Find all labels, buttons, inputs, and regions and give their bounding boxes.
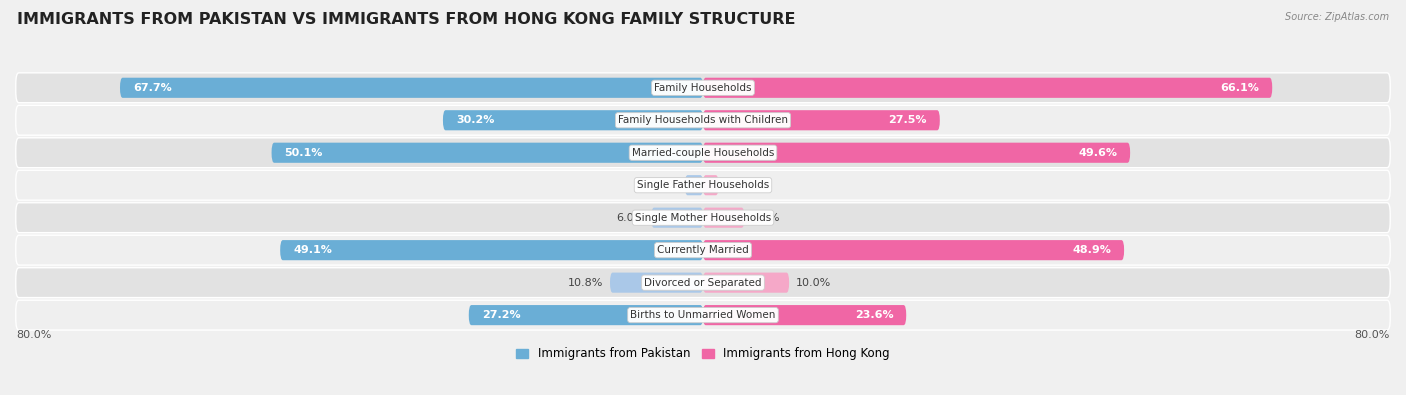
Text: 30.2%: 30.2% <box>456 115 495 125</box>
Text: 2.1%: 2.1% <box>650 180 678 190</box>
FancyBboxPatch shape <box>651 208 703 228</box>
Text: 27.2%: 27.2% <box>482 310 520 320</box>
Text: Births to Unmarried Women: Births to Unmarried Women <box>630 310 776 320</box>
Text: 80.0%: 80.0% <box>17 330 52 340</box>
Text: Source: ZipAtlas.com: Source: ZipAtlas.com <box>1285 12 1389 22</box>
Text: 27.5%: 27.5% <box>889 115 927 125</box>
FancyBboxPatch shape <box>703 78 1272 98</box>
Text: IMMIGRANTS FROM PAKISTAN VS IMMIGRANTS FROM HONG KONG FAMILY STRUCTURE: IMMIGRANTS FROM PAKISTAN VS IMMIGRANTS F… <box>17 12 796 27</box>
FancyBboxPatch shape <box>685 175 703 195</box>
Text: Single Mother Households: Single Mother Households <box>636 213 770 223</box>
Text: 80.0%: 80.0% <box>1354 330 1389 340</box>
FancyBboxPatch shape <box>610 273 703 293</box>
Text: Divorced or Separated: Divorced or Separated <box>644 278 762 288</box>
FancyBboxPatch shape <box>15 105 1391 135</box>
FancyBboxPatch shape <box>703 175 718 195</box>
Legend: Immigrants from Pakistan, Immigrants from Hong Kong: Immigrants from Pakistan, Immigrants fro… <box>512 342 894 365</box>
FancyBboxPatch shape <box>15 235 1391 265</box>
FancyBboxPatch shape <box>15 138 1391 167</box>
FancyBboxPatch shape <box>120 78 703 98</box>
Text: 6.0%: 6.0% <box>616 213 644 223</box>
Text: 49.6%: 49.6% <box>1078 148 1118 158</box>
Text: 10.8%: 10.8% <box>568 278 603 288</box>
FancyBboxPatch shape <box>15 300 1391 330</box>
FancyBboxPatch shape <box>271 143 703 163</box>
Text: Single Father Households: Single Father Households <box>637 180 769 190</box>
FancyBboxPatch shape <box>703 110 939 130</box>
FancyBboxPatch shape <box>15 170 1391 200</box>
Text: 48.9%: 48.9% <box>1073 245 1111 255</box>
FancyBboxPatch shape <box>703 305 907 325</box>
FancyBboxPatch shape <box>15 73 1391 103</box>
FancyBboxPatch shape <box>703 143 1130 163</box>
FancyBboxPatch shape <box>280 240 703 260</box>
FancyBboxPatch shape <box>443 110 703 130</box>
Text: 67.7%: 67.7% <box>134 83 172 93</box>
Text: 4.8%: 4.8% <box>751 213 780 223</box>
FancyBboxPatch shape <box>703 273 789 293</box>
Text: Currently Married: Currently Married <box>657 245 749 255</box>
FancyBboxPatch shape <box>15 268 1391 297</box>
Text: Family Households: Family Households <box>654 83 752 93</box>
Text: 10.0%: 10.0% <box>796 278 831 288</box>
FancyBboxPatch shape <box>15 203 1391 233</box>
FancyBboxPatch shape <box>468 305 703 325</box>
Text: 50.1%: 50.1% <box>284 148 323 158</box>
Text: 23.6%: 23.6% <box>855 310 893 320</box>
Text: 66.1%: 66.1% <box>1220 83 1260 93</box>
Text: Family Households with Children: Family Households with Children <box>619 115 787 125</box>
Text: 49.1%: 49.1% <box>292 245 332 255</box>
Text: 1.8%: 1.8% <box>725 180 754 190</box>
Text: Married-couple Households: Married-couple Households <box>631 148 775 158</box>
FancyBboxPatch shape <box>703 240 1125 260</box>
FancyBboxPatch shape <box>703 208 744 228</box>
